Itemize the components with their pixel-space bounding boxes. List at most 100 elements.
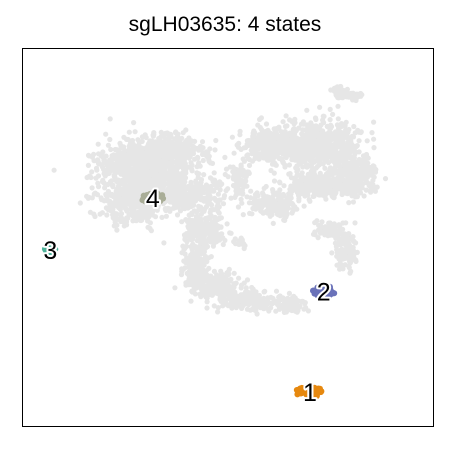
background-cell	[242, 246, 247, 251]
background-cell	[262, 289, 267, 294]
background-cell	[369, 130, 374, 135]
background-cell	[230, 293, 235, 298]
background-cell	[138, 218, 143, 223]
background-cell	[245, 307, 250, 312]
background-cell	[234, 296, 239, 301]
background-cell	[207, 279, 212, 284]
background-cell	[346, 200, 351, 205]
background-cell	[198, 223, 203, 228]
background-cell	[343, 243, 348, 248]
background-cell	[345, 163, 350, 168]
background-cell	[151, 173, 156, 178]
background-cell	[123, 176, 128, 181]
background-cell	[289, 134, 294, 139]
background-cell	[96, 142, 101, 147]
background-cell	[253, 289, 258, 294]
background-cell	[181, 267, 186, 272]
background-cell	[205, 244, 210, 249]
background-cell	[304, 127, 309, 132]
background-cell	[195, 156, 200, 161]
background-cell	[258, 305, 263, 310]
background-cell	[145, 218, 150, 223]
background-cell	[261, 211, 266, 216]
background-cell	[196, 171, 201, 176]
background-cell	[88, 175, 93, 180]
background-cell	[272, 178, 277, 183]
background-cell	[353, 257, 358, 262]
background-cell	[107, 202, 112, 207]
background-cell	[194, 193, 199, 198]
background-cell	[287, 162, 292, 167]
background-cell	[189, 289, 194, 294]
background-cell	[265, 147, 270, 152]
background-cell	[140, 134, 145, 139]
background-cell	[179, 219, 184, 224]
background-cell	[204, 204, 209, 209]
background-cell	[299, 159, 304, 164]
background-cell	[189, 167, 194, 172]
background-cell	[352, 220, 357, 225]
background-cell	[240, 169, 245, 174]
background-cell	[157, 150, 162, 155]
background-cell	[191, 201, 196, 206]
background-cell	[232, 271, 237, 276]
state-label-4: 4	[146, 185, 160, 213]
background-cell	[309, 152, 314, 157]
background-cell	[233, 170, 238, 175]
background-cell	[292, 302, 297, 307]
background-cell	[237, 132, 242, 137]
background-cell	[143, 179, 148, 184]
background-cell	[272, 150, 277, 155]
background-cell	[340, 159, 345, 164]
background-cell	[240, 241, 245, 246]
background-cell	[288, 144, 293, 149]
background-cell	[323, 144, 328, 149]
background-cell	[328, 123, 333, 128]
background-cell	[208, 175, 213, 180]
background-cell	[159, 215, 164, 220]
background-cell	[187, 273, 192, 278]
background-cell	[194, 281, 199, 286]
background-cell	[301, 307, 306, 312]
background-cell	[86, 153, 91, 158]
background-cell	[142, 213, 147, 218]
background-cell	[350, 234, 355, 239]
background-cell	[209, 184, 214, 189]
background-cell	[99, 153, 104, 158]
background-cell	[197, 189, 202, 194]
background-cell	[106, 189, 111, 194]
background-cell	[327, 179, 332, 184]
background-cell	[112, 223, 117, 228]
background-cell	[189, 180, 194, 185]
background-cell	[314, 174, 319, 179]
background-cell	[206, 228, 211, 233]
background-cell	[302, 204, 307, 209]
background-cell	[137, 156, 142, 161]
background-cell	[329, 193, 334, 198]
background-cell	[133, 186, 138, 191]
background-cell	[196, 162, 201, 167]
background-cell	[127, 130, 132, 135]
background-cell	[157, 143, 162, 148]
background-cell	[115, 195, 120, 200]
background-cell	[104, 154, 109, 159]
background-cell	[167, 161, 172, 166]
background-cell	[114, 189, 119, 194]
background-cell	[205, 299, 210, 304]
background-cell	[176, 197, 181, 202]
background-cell	[241, 212, 246, 217]
background-cell	[86, 163, 91, 168]
background-cell	[301, 122, 306, 127]
background-cell	[352, 240, 357, 245]
background-cell	[357, 138, 362, 143]
background-cell	[365, 180, 370, 185]
background-cell	[347, 182, 352, 187]
background-cell	[171, 206, 176, 211]
background-cell	[265, 295, 270, 300]
background-cell	[222, 155, 227, 160]
background-cell	[239, 285, 244, 290]
background-cell	[145, 159, 150, 164]
background-cell	[215, 208, 220, 213]
state-label-1: 1	[303, 379, 317, 407]
